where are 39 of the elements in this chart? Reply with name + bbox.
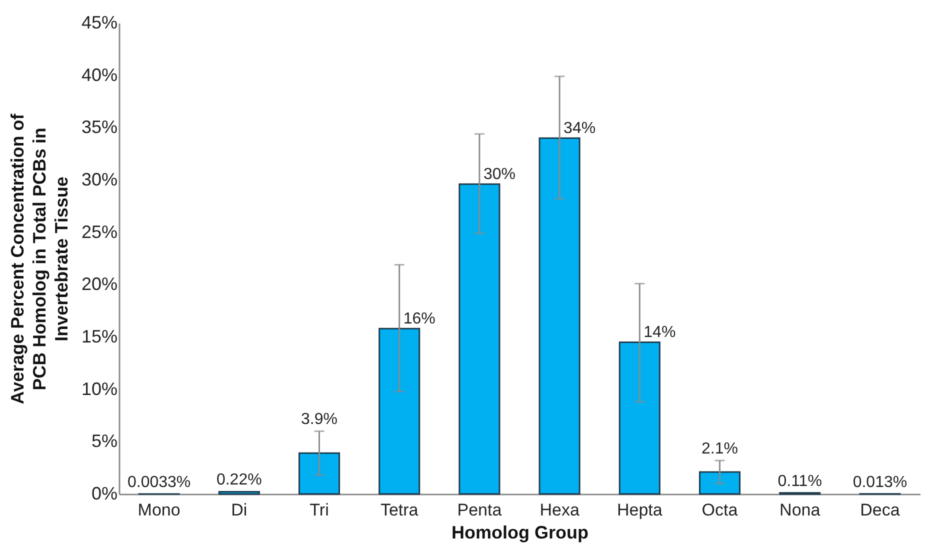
bar <box>218 490 260 495</box>
y-tick-label: 40% <box>81 64 118 85</box>
y-tick-label: 35% <box>81 117 118 138</box>
x-tick-label: Tetra <box>380 500 419 520</box>
y-tick-label: 45% <box>81 12 118 32</box>
data-label: 0.0033% <box>127 474 191 491</box>
y-tick-label: 30% <box>81 170 118 190</box>
bar <box>298 452 340 495</box>
bar <box>538 137 580 495</box>
x-tick-label: Deca <box>860 500 900 520</box>
x-axis-title: Homolog Group <box>452 522 588 542</box>
bar <box>698 471 741 495</box>
bar <box>458 183 500 495</box>
y-tick-label: 20% <box>81 274 118 294</box>
y-tick-label: 10% <box>81 378 118 399</box>
data-label: 3.9% <box>301 411 338 428</box>
y-tick-label: 0% <box>91 484 118 504</box>
x-tick-label: Hexa <box>540 500 580 520</box>
data-label: 2.1% <box>702 440 738 458</box>
y-tick-label: 15% <box>81 326 118 346</box>
x-tick-label: Tri <box>310 500 329 520</box>
data-label: 0.013% <box>852 474 908 491</box>
y-tick-label: 5% <box>91 431 118 452</box>
x-tick-label: Penta <box>457 500 502 520</box>
data-label: 30% <box>483 166 516 184</box>
x-tick-label: Di <box>231 500 248 520</box>
bar <box>378 328 420 495</box>
x-tick-label: Nona <box>780 500 821 520</box>
y-axis-title: Average Percent Concentration of PCB Homolog in Total PCBs in Invertebrate Tissue <box>7 112 72 404</box>
x-tick-label: Hepta <box>616 500 663 520</box>
data-label: 0.22% <box>216 472 262 489</box>
x-tick-label: Mono <box>138 500 180 520</box>
x-tick-label: Octa <box>702 500 738 520</box>
data-label: 0.11% <box>778 472 822 490</box>
y-tick-label: 25% <box>81 222 118 242</box>
bar <box>618 341 660 495</box>
data-label: 14% <box>644 324 676 342</box>
data-label: 16% <box>403 310 436 328</box>
data-label: 34% <box>564 120 596 138</box>
